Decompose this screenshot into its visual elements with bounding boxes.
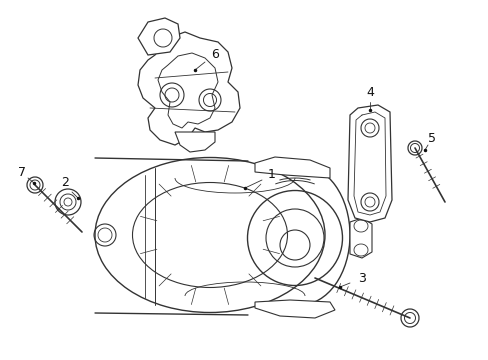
Polygon shape (175, 132, 215, 152)
Polygon shape (138, 18, 180, 55)
Text: 3: 3 (357, 271, 365, 284)
Polygon shape (138, 32, 240, 145)
Polygon shape (349, 218, 371, 258)
Text: 6: 6 (211, 49, 219, 62)
Polygon shape (158, 53, 218, 128)
Polygon shape (347, 105, 391, 222)
Text: 1: 1 (267, 168, 275, 181)
Text: 7: 7 (18, 166, 26, 180)
Text: 5: 5 (427, 131, 435, 144)
Text: 4: 4 (366, 86, 373, 99)
Polygon shape (254, 157, 329, 178)
Text: 2: 2 (61, 176, 69, 189)
Polygon shape (254, 300, 334, 318)
